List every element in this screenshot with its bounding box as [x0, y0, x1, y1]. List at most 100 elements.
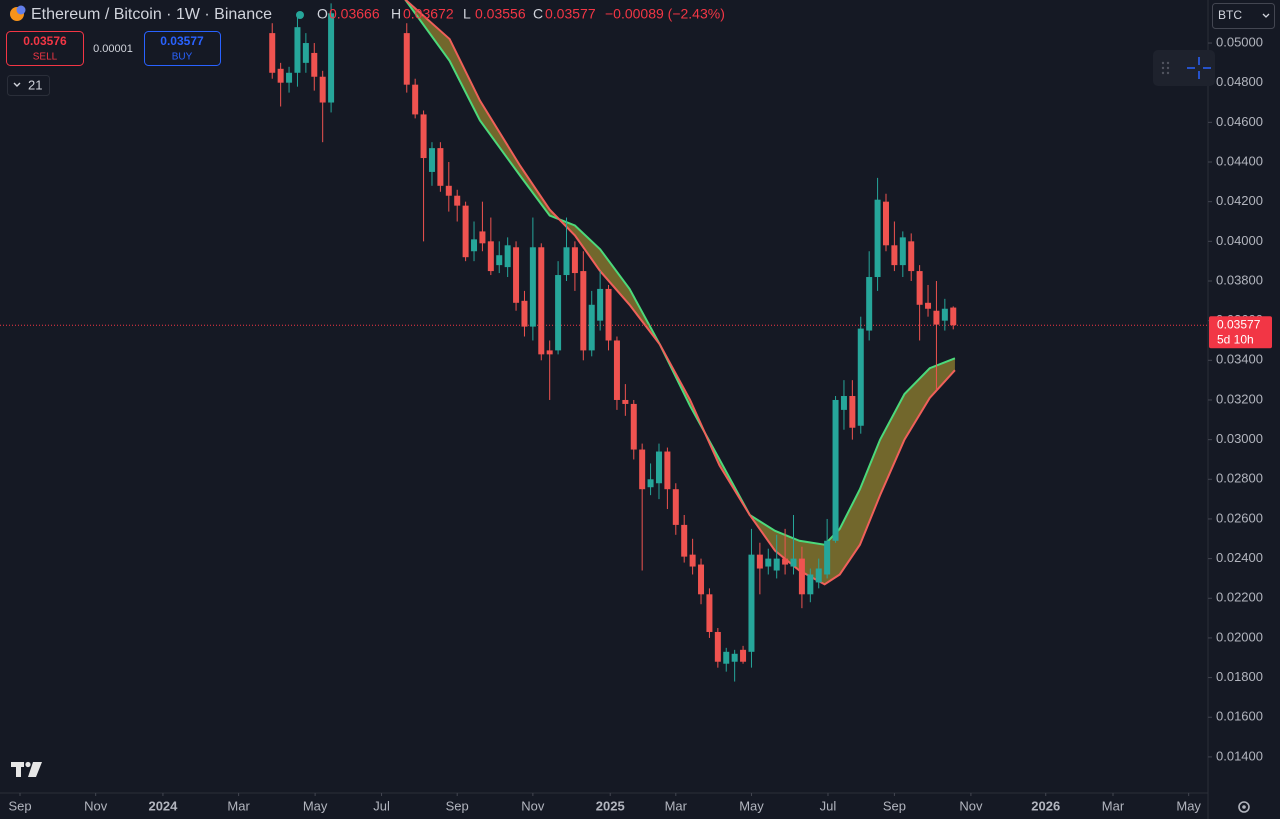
price-label-box	[1209, 316, 1272, 349]
candle-body	[773, 558, 780, 571]
sell-price: 0.03576	[23, 34, 67, 48]
buy-label: BUY	[172, 52, 193, 63]
y-tick-label: 0.02600	[1216, 510, 1263, 525]
candle-body	[832, 399, 839, 541]
candle-body	[765, 558, 772, 567]
candle-body	[849, 396, 856, 428]
candle-body	[689, 554, 696, 567]
candle-body	[571, 247, 578, 274]
candle-body	[857, 328, 864, 426]
candle-body	[714, 631, 721, 662]
candle-body	[824, 540, 831, 575]
candle-body	[866, 277, 873, 331]
candle-body	[462, 205, 469, 258]
candle-body	[647, 479, 654, 488]
currency-label: BTC	[1218, 8, 1242, 22]
candle-body	[513, 247, 520, 303]
candle-body	[899, 237, 906, 266]
candle-body	[681, 524, 688, 557]
candle-body	[454, 195, 461, 206]
price-label: 0.03577	[1217, 317, 1261, 331]
ohlc-label: H	[391, 6, 401, 22]
indicators-toggle[interactable]	[7, 75, 50, 96]
x-tick-label: Mar	[665, 798, 688, 813]
candle-body	[639, 449, 646, 490]
candle-body	[403, 33, 410, 85]
y-tick-label: 0.02200	[1216, 590, 1263, 605]
candle-body	[563, 247, 570, 276]
chevron	[13, 82, 21, 87]
candle-body	[286, 72, 293, 83]
plot-area	[0, 0, 1208, 682]
settings-icon[interactable]	[1238, 801, 1250, 813]
x-tick-label: Nov	[84, 798, 108, 813]
ohlc-value: 0.03672	[403, 6, 454, 22]
x-tick-label: Sep	[446, 798, 469, 813]
candle-body	[622, 399, 629, 404]
market-status	[296, 11, 304, 19]
sell-button[interactable]	[6, 31, 84, 66]
y-tick-label: 0.03400	[1216, 352, 1263, 367]
y-tick-label: 0.01400	[1216, 748, 1263, 763]
candle-body	[269, 33, 276, 73]
candle-body	[748, 554, 755, 652]
candle-body	[933, 310, 940, 325]
candle-body	[807, 574, 814, 595]
x-tick-label: May	[1176, 798, 1201, 813]
candle-body	[580, 271, 587, 351]
candle-body	[521, 300, 528, 327]
candle-body	[412, 84, 419, 115]
crosshair-icon[interactable]	[1187, 57, 1211, 79]
y-tick-label: 0.04600	[1216, 114, 1263, 129]
settings-icon-center	[1242, 805, 1246, 809]
candle-body	[950, 307, 957, 326]
x-tick-label: May	[739, 798, 764, 813]
candle-body	[672, 489, 679, 525]
candle-body	[941, 308, 948, 321]
candle-body	[782, 558, 789, 565]
candle-body	[546, 350, 553, 355]
x-tick-label: Nov	[959, 798, 983, 813]
currency-dropdown[interactable]	[1212, 3, 1275, 29]
x-tick-label: 2026	[1031, 798, 1060, 813]
buy-button[interactable]	[144, 31, 221, 66]
x-tick-label: 2024	[148, 798, 178, 813]
candle-body	[597, 288, 604, 321]
y-tick-label: 0.03800	[1216, 272, 1263, 287]
candle-body	[504, 245, 511, 268]
candle-body	[790, 558, 797, 567]
x-tick-label: Jul	[820, 798, 837, 813]
candle-body	[487, 241, 494, 272]
chevron	[1262, 13, 1270, 18]
candle-body	[815, 568, 822, 583]
candle-body	[555, 275, 562, 351]
symbol-title[interactable]: Ethereum / Bitcoin · 1W · Binance	[31, 6, 272, 23]
candle-body	[420, 114, 427, 159]
ma-line	[404, 0, 956, 586]
candle-body	[655, 451, 662, 484]
candle-body	[294, 27, 301, 73]
y-tick-label: 0.05000	[1216, 34, 1263, 49]
tv-logo	[11, 761, 42, 777]
drag-handle	[1161, 61, 1170, 75]
candle-body	[908, 241, 915, 272]
ohlc-label: O	[317, 6, 328, 22]
ma-line	[404, 0, 956, 546]
x-tick-label: May	[303, 798, 328, 813]
candle-body	[891, 245, 898, 266]
y-tick-label: 0.01800	[1216, 669, 1263, 684]
candle-body	[496, 255, 503, 266]
x-tick-label: Jul	[373, 798, 390, 813]
candle-body	[328, 13, 335, 103]
y-tick-label: 0.02000	[1216, 629, 1263, 644]
candle-body	[874, 199, 881, 278]
candle-body	[479, 231, 486, 244]
y-tick-label: 0.04000	[1216, 233, 1263, 248]
candle-body	[698, 564, 705, 595]
candle-body	[277, 68, 284, 83]
candle-body	[723, 651, 730, 664]
x-tick-label: 2025	[596, 798, 625, 813]
